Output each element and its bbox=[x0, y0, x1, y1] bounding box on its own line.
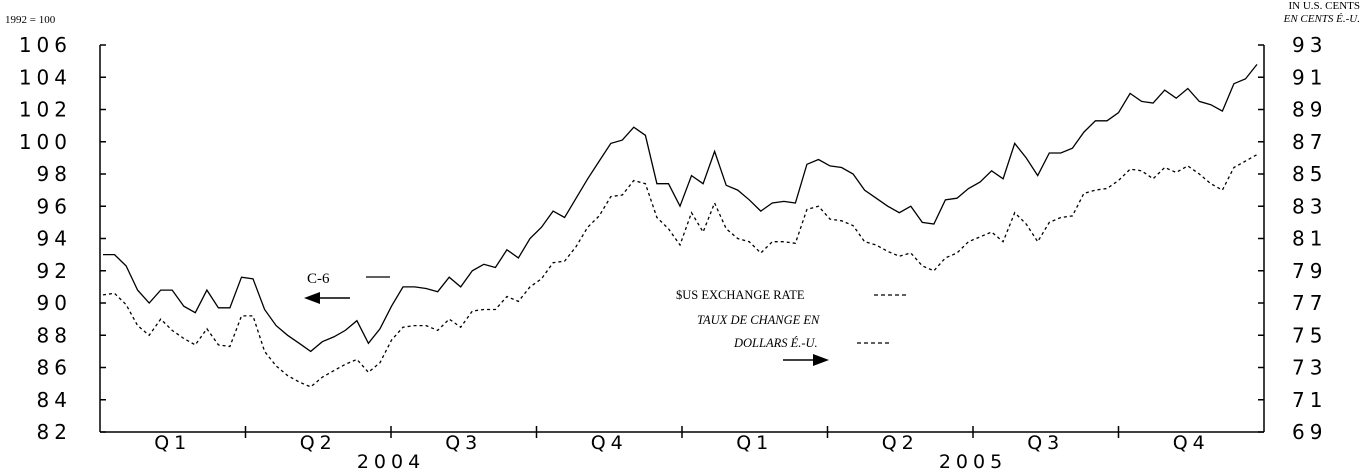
right-tick-label: 75 bbox=[1292, 323, 1327, 347]
year-label: 2004 bbox=[357, 451, 425, 470]
legend-fx-label-en: $US EXCHANGE RATE bbox=[676, 288, 805, 302]
quarter-label: Q4 bbox=[1173, 432, 1210, 454]
left-arrow-icon bbox=[304, 292, 350, 304]
quarter-label: Q1 bbox=[736, 432, 773, 454]
left-axis: 106 104 102 100 98 96 94 92 90 88 86 84 82 bbox=[19, 33, 106, 444]
left-tick-label: 100 bbox=[19, 130, 72, 154]
left-tick-label: 82 bbox=[37, 420, 72, 444]
legend-fx-label-fr-2: DOLLARS É.-U. bbox=[733, 336, 818, 350]
quarter-label: Q4 bbox=[591, 432, 628, 454]
left-tick-label: 94 bbox=[37, 227, 72, 251]
right-tick-label: 89 bbox=[1292, 98, 1327, 122]
right-tick-label: 87 bbox=[1292, 130, 1327, 154]
left-tick-label: 98 bbox=[37, 162, 72, 186]
right-tick-label: 85 bbox=[1292, 162, 1327, 186]
right-axis: 93 91 89 87 85 83 81 79 77 75 73 71 69 bbox=[1258, 33, 1327, 444]
right-tick-label: 79 bbox=[1292, 259, 1327, 283]
quarter-label: Q3 bbox=[445, 432, 482, 454]
left-tick-label: 90 bbox=[37, 291, 72, 315]
left-tick-label: 96 bbox=[37, 194, 72, 218]
left-tick-label: 92 bbox=[37, 259, 72, 283]
right-tick-label: 83 bbox=[1292, 194, 1327, 218]
right-tick-label: 91 bbox=[1292, 65, 1327, 89]
left-tick-label: 84 bbox=[37, 388, 72, 412]
index-note: 1992 = 100 bbox=[5, 14, 56, 26]
right-tick-label: 71 bbox=[1292, 388, 1327, 412]
right-axis-title-en: IN U.S. CENTS bbox=[1288, 0, 1360, 12]
right-tick-label: 73 bbox=[1292, 356, 1327, 380]
right-tick-label: 77 bbox=[1292, 291, 1327, 315]
right-tick-label: 69 bbox=[1292, 420, 1327, 444]
right-arrow-icon bbox=[783, 354, 829, 366]
right-tick-label: 93 bbox=[1292, 33, 1327, 57]
series-line-c6 bbox=[103, 63, 1258, 353]
series-line-us-exchange-rate bbox=[102, 154, 1258, 388]
left-tick-label: 106 bbox=[19, 33, 72, 57]
quarter-label: Q3 bbox=[1027, 432, 1064, 454]
quarter-label: Q1 bbox=[154, 432, 191, 454]
quarter-label: Q2 bbox=[882, 432, 919, 454]
legend-c6-label: C-6 bbox=[307, 271, 330, 287]
left-tick-label: 86 bbox=[37, 356, 72, 380]
right-tick-label: 81 bbox=[1292, 227, 1327, 251]
quarter-ticks: Q1 Q2 Q3 Q4 Q1 Q2 Q3 Q4 2004 2005 bbox=[154, 426, 1210, 470]
left-tick-label: 88 bbox=[37, 323, 72, 347]
quarter-label: Q2 bbox=[300, 432, 337, 454]
left-tick-label: 104 bbox=[19, 65, 72, 89]
left-tick-label: 102 bbox=[19, 98, 72, 122]
right-axis-title-fr: EN CENTS É.-U. bbox=[1283, 13, 1360, 25]
year-label: 2005 bbox=[939, 451, 1007, 470]
legend-fx-label-fr-1: TAUX DE CHANGE EN bbox=[697, 313, 820, 327]
